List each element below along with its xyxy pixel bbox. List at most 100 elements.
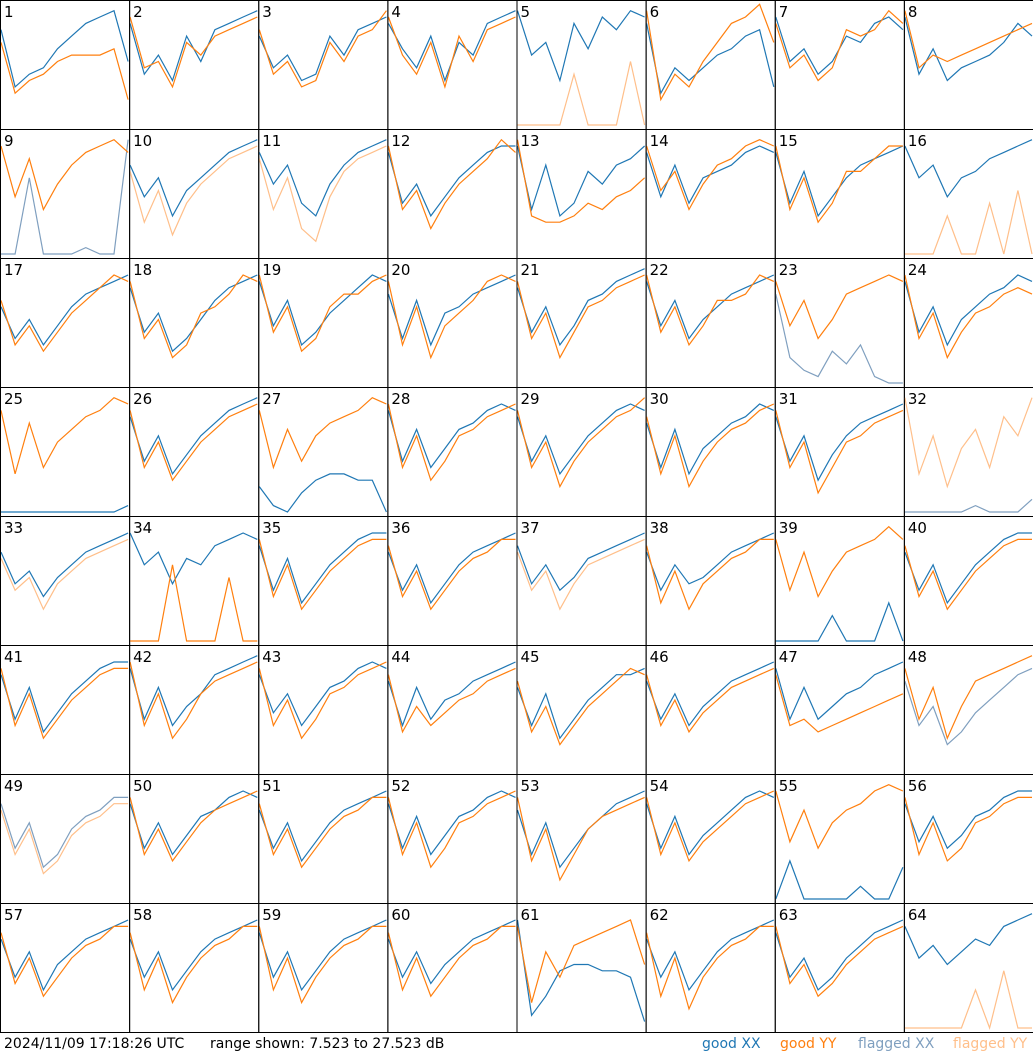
xx-line <box>646 790 775 856</box>
yy-line <box>904 796 1032 862</box>
yy-line <box>0 538 129 611</box>
panel-label: 14 <box>650 132 669 150</box>
yy-line <box>258 145 387 243</box>
panel-label: 22 <box>650 261 669 279</box>
xx-line <box>387 274 516 347</box>
panel-label: 44 <box>391 648 410 666</box>
xx-line <box>904 667 1033 746</box>
yy-line <box>387 667 516 734</box>
xx-line <box>129 790 258 856</box>
yy-line <box>0 803 129 875</box>
yy-line <box>130 564 258 642</box>
yy-line <box>258 925 387 1005</box>
xx-line <box>0 796 129 869</box>
xx-line <box>646 919 775 992</box>
panel-label: 3 <box>262 3 272 21</box>
yy-line <box>516 919 646 1003</box>
yy-line <box>904 274 1033 360</box>
panel-label: 1 <box>4 3 14 21</box>
panel-label: 34 <box>133 519 152 537</box>
yy-line <box>904 970 1032 1031</box>
panel-label: 29 <box>521 390 540 408</box>
xx-line <box>258 16 387 82</box>
yy-line <box>258 796 387 869</box>
xx-line <box>0 9 129 89</box>
legend-entry: good XX <box>702 1036 761 1052</box>
panel-label: 43 <box>262 648 281 666</box>
xx-line <box>775 403 904 482</box>
xx-line <box>775 661 904 721</box>
xx-line <box>258 532 387 605</box>
yy-line <box>129 925 258 1005</box>
panel-label: 39 <box>779 519 798 537</box>
xx-line <box>646 403 775 476</box>
yy-line <box>516 397 646 489</box>
panel-label: 13 <box>521 132 540 150</box>
xx-line <box>646 532 775 592</box>
yy-line <box>516 274 645 360</box>
yy-line <box>387 274 516 360</box>
yy-line <box>0 667 129 740</box>
panel-label: 35 <box>262 519 281 537</box>
panel-label: 21 <box>521 261 540 279</box>
panel-label: 28 <box>391 390 410 408</box>
xx-line <box>129 139 258 218</box>
panel-label: 8 <box>908 3 918 21</box>
xx-line <box>646 661 775 727</box>
legend-entry: good YY <box>780 1036 837 1052</box>
panel-label: 5 <box>521 3 531 21</box>
xx-line <box>1 505 129 513</box>
panel-label: 2 <box>133 3 143 21</box>
panel-label: 63 <box>779 906 798 924</box>
panel-label: 52 <box>391 777 410 795</box>
xx-line <box>775 859 904 900</box>
yy-line <box>646 3 775 102</box>
yy-line <box>904 538 1032 611</box>
panel-label: 53 <box>521 777 540 795</box>
range-text: range shown: 7.523 to 27.523 dB <box>210 1036 444 1052</box>
panel-label: 41 <box>4 648 23 666</box>
panel-label: 48 <box>908 648 927 666</box>
yy-line <box>0 274 129 353</box>
yy-line <box>904 190 1033 255</box>
yy-line <box>129 145 258 237</box>
yy-line <box>258 661 387 740</box>
xx-line <box>516 790 645 869</box>
panel-label: 51 <box>262 777 281 795</box>
xx-line <box>0 919 129 992</box>
panel-label: 16 <box>908 132 927 150</box>
yy-line <box>387 403 516 482</box>
yy-line <box>646 667 775 734</box>
yy-line <box>646 538 774 611</box>
panel-label: 62 <box>650 906 669 924</box>
xx-line <box>258 919 387 992</box>
panel-label: 64 <box>908 906 927 924</box>
xx-line <box>0 532 129 598</box>
panel-label: 38 <box>650 519 669 537</box>
xx-line <box>387 790 516 856</box>
panel-label: 6 <box>650 3 660 21</box>
yy-line <box>904 397 1033 489</box>
xx-line <box>258 139 387 217</box>
xx-line <box>516 919 646 1022</box>
xx-line <box>775 293 903 384</box>
yy-line <box>904 655 1033 740</box>
panel-border <box>903 903 1033 1033</box>
panel-label: 23 <box>779 261 798 279</box>
xx-line <box>516 532 645 592</box>
yy-line <box>775 145 903 224</box>
legend-entry: flagged YY <box>953 1036 1028 1052</box>
panel-label: 19 <box>262 261 281 279</box>
panel-label: 25 <box>4 390 23 408</box>
yy-line <box>775 409 904 495</box>
panel-label: 11 <box>262 132 281 150</box>
xx-line <box>387 661 516 728</box>
yy-line <box>258 274 387 353</box>
xx-line <box>0 661 129 734</box>
panel-label: 26 <box>133 390 152 408</box>
yy-line <box>646 139 775 211</box>
yy-line <box>129 790 258 863</box>
yy-line <box>387 925 516 998</box>
